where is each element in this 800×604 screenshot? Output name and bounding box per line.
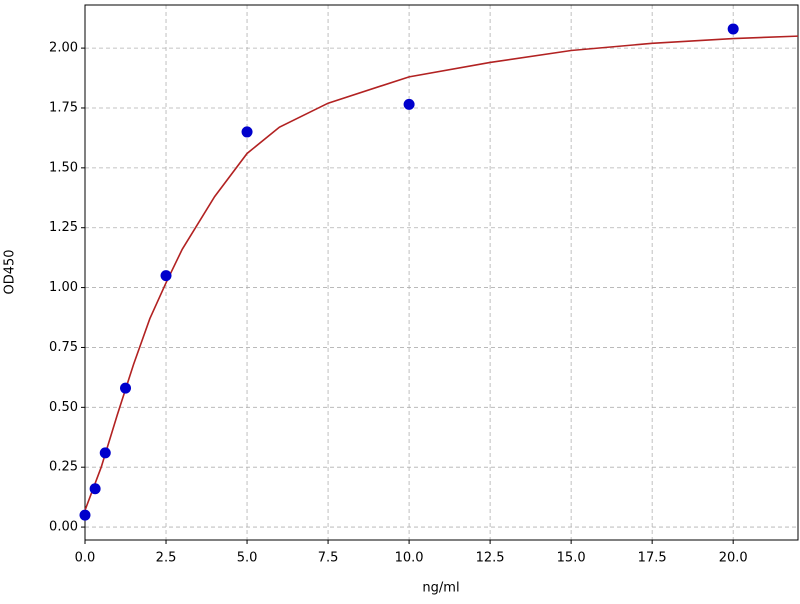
x-tick-label: 12.5 <box>476 551 505 566</box>
data-point <box>99 447 111 459</box>
y-tick-label: 1.00 <box>49 280 78 295</box>
y-tick-label: 1.50 <box>49 160 78 175</box>
data-point <box>241 126 253 138</box>
y-tick-label: 2.00 <box>49 41 78 56</box>
data-point <box>727 23 739 35</box>
y-tick-label: 0.00 <box>49 520 78 535</box>
x-tick-label: 0.0 <box>75 551 96 566</box>
data-point <box>79 509 91 521</box>
data-point <box>120 382 132 394</box>
x-tick-label: 5.0 <box>237 551 258 566</box>
y-tick-label: 1.75 <box>49 100 78 115</box>
x-axis-label: ng/ml <box>422 581 459 596</box>
fit-curve <box>84 35 799 511</box>
x-tick-label: 10.0 <box>395 551 424 566</box>
x-tick-label: 15.0 <box>557 551 586 566</box>
x-tick-label: 2.5 <box>156 551 177 566</box>
data-point <box>160 270 172 282</box>
y-tick-label: 0.75 <box>49 340 78 355</box>
y-axis-label: OD450 <box>3 249 18 294</box>
data-point <box>89 483 101 495</box>
x-tick-label: 7.5 <box>318 551 339 566</box>
y-tick-label: 1.25 <box>49 220 78 235</box>
x-tick-label: 20.0 <box>719 551 748 566</box>
data-point <box>403 98 415 110</box>
plot-frame <box>84 4 799 541</box>
y-tick-label: 0.50 <box>49 400 78 415</box>
y-tick-label: 0.25 <box>49 460 78 475</box>
x-tick-label: 17.5 <box>638 551 667 566</box>
